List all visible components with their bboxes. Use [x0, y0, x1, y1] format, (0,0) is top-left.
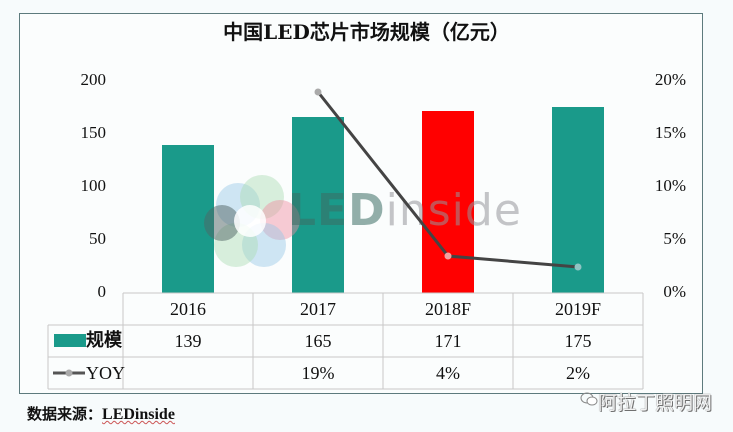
right-axis-tick: 20% [654, 70, 686, 89]
source-label: 数据来源： [27, 405, 103, 423]
table-cell: 139 [174, 331, 202, 351]
chart-title: 中国LED芯片市场规模（亿元） [223, 20, 510, 44]
bar-2017 [292, 117, 344, 293]
legend-label-scale: 规模 [86, 330, 122, 351]
table-cell: 165 [304, 331, 332, 351]
left-axis-tick: 100 [80, 176, 107, 195]
right-axis-tick: 15% [654, 123, 686, 142]
left-axis-tick: 200 [80, 70, 107, 89]
legend-line-marker-icon [53, 369, 85, 377]
table-header-2016: 2016 [170, 299, 206, 319]
bar-2018f [422, 111, 474, 293]
left-axis-tick: 150 [80, 123, 107, 142]
right-axis-tick: 10% [654, 176, 686, 195]
brand-watermark: 阿拉丁照明网 [598, 392, 713, 414]
table-cell: 171 [434, 331, 462, 351]
legend-label-yoy: YOY [86, 363, 125, 383]
source-link[interactable]: LEDinside [102, 406, 175, 423]
legend-bar-swatch-icon [54, 334, 86, 347]
bar-2019f [552, 107, 604, 293]
table-cell: 4% [436, 363, 460, 383]
left-axis-tick: 50 [89, 229, 106, 248]
table-cell: 175 [564, 331, 592, 351]
table-cell [123, 357, 253, 389]
right-axis-tick: 5% [663, 229, 686, 248]
left-axis-tick: 0 [97, 282, 107, 301]
table-header-2018f: 2018F [424, 299, 471, 319]
right-axis-tick: 0% [663, 282, 686, 301]
source-note: 数据来源：LEDinside [27, 403, 175, 424]
table-cell: 19% [301, 363, 335, 383]
table-cell: 2% [566, 363, 590, 383]
table-header-2017: 2017 [300, 299, 336, 319]
table-header-2019f: 2019F [554, 299, 601, 319]
wechat-icon [580, 392, 598, 406]
